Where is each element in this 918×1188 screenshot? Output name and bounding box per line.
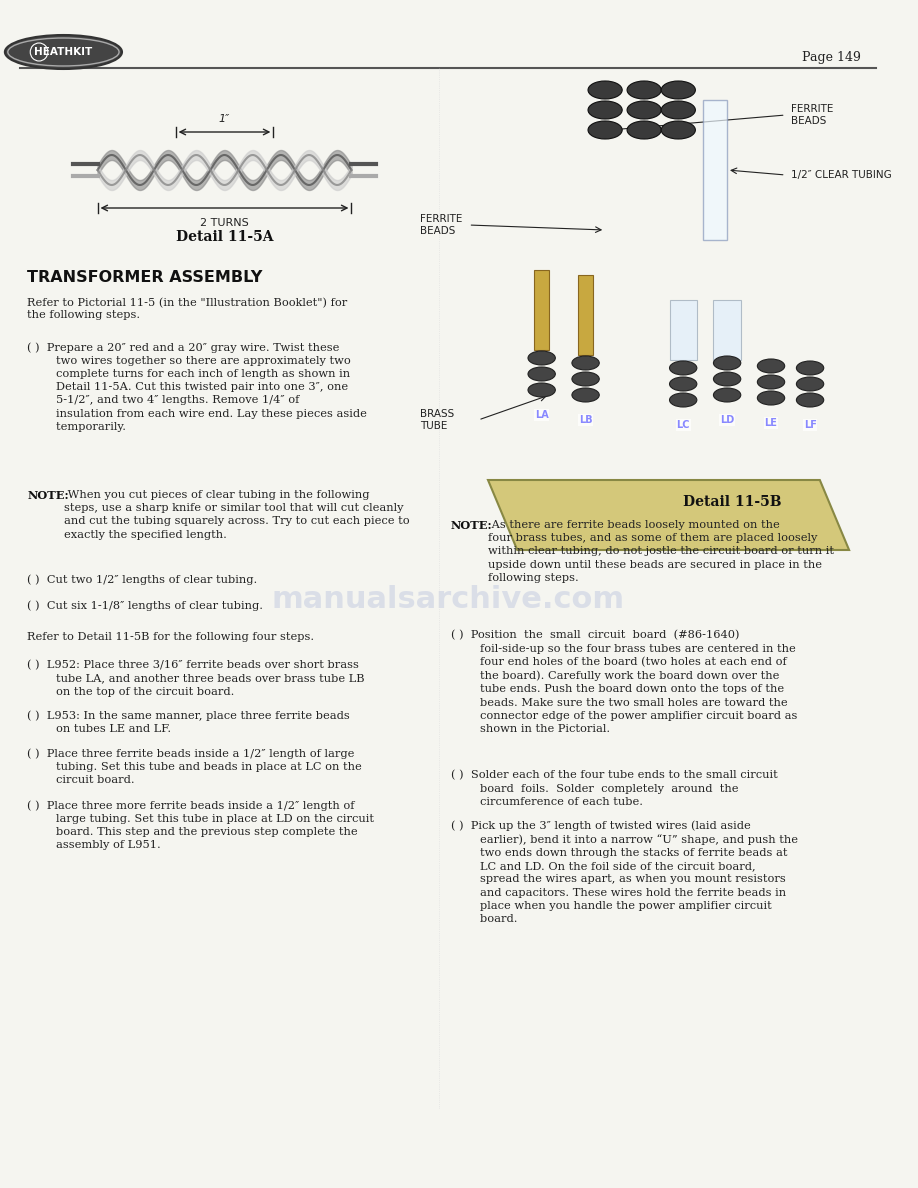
Polygon shape xyxy=(577,274,593,355)
Text: LB: LB xyxy=(578,415,592,425)
Text: 2 TURNS: 2 TURNS xyxy=(200,219,249,228)
Text: ( )  Position  the  small  circuit  board  (#86-1640)
        foil-side-up so th: ( ) Position the small circuit board (#8… xyxy=(451,630,797,734)
Ellipse shape xyxy=(528,350,555,365)
Text: ( )  Pick up the 3″ length of twisted wires (laid aside
        earlier), bend i: ( ) Pick up the 3″ length of twisted wir… xyxy=(451,820,798,924)
Ellipse shape xyxy=(588,81,622,99)
Text: LD: LD xyxy=(720,415,734,425)
Ellipse shape xyxy=(757,359,785,373)
Ellipse shape xyxy=(713,388,741,402)
Text: ( )  Place three ferrite beads inside a 1/2″ length of large
        tubing. Set: ( ) Place three ferrite beads inside a 1… xyxy=(28,748,362,785)
Ellipse shape xyxy=(627,121,661,139)
Text: BRASS
TUBE: BRASS TUBE xyxy=(420,409,453,431)
Ellipse shape xyxy=(661,101,696,119)
Ellipse shape xyxy=(669,361,697,375)
Text: LA: LA xyxy=(535,410,549,421)
Text: NOTE:: NOTE: xyxy=(28,489,69,501)
Text: NOTE:: NOTE: xyxy=(451,520,493,531)
Polygon shape xyxy=(488,480,849,550)
Ellipse shape xyxy=(713,356,741,369)
Text: ( )  L952: Place three 3/16″ ferrite beads over short brass
        tube LA, and: ( ) L952: Place three 3/16″ ferrite bead… xyxy=(28,661,365,696)
Text: ( )  Cut two 1/2″ lengths of clear tubing.: ( ) Cut two 1/2″ lengths of clear tubing… xyxy=(28,574,258,584)
Text: Page 149: Page 149 xyxy=(802,51,861,63)
Text: manualsarchive.com: manualsarchive.com xyxy=(272,586,624,614)
Text: ( )  Cut six 1-1/8″ lengths of clear tubing.: ( ) Cut six 1-1/8″ lengths of clear tubi… xyxy=(28,600,263,611)
Ellipse shape xyxy=(713,372,741,386)
Ellipse shape xyxy=(572,372,599,386)
Text: HEATHKIT: HEATHKIT xyxy=(34,48,93,57)
Ellipse shape xyxy=(669,377,697,391)
Ellipse shape xyxy=(757,391,785,405)
Polygon shape xyxy=(702,100,727,240)
Ellipse shape xyxy=(528,367,555,381)
Polygon shape xyxy=(534,270,550,350)
Ellipse shape xyxy=(588,121,622,139)
Text: 1/2″ CLEAR TUBING: 1/2″ CLEAR TUBING xyxy=(790,170,891,181)
Ellipse shape xyxy=(572,356,599,369)
Text: ( )  L953: In the same manner, place three ferrite beads
        on tubes LE and: ( ) L953: In the same manner, place thre… xyxy=(28,710,350,734)
Polygon shape xyxy=(713,301,741,360)
Text: 1″: 1″ xyxy=(218,114,230,124)
Text: ( )  Place three more ferrite beads inside a 1/2″ length of
        large tubing: ( ) Place three more ferrite beads insid… xyxy=(28,800,375,851)
Ellipse shape xyxy=(588,101,622,119)
Text: FERRITE
BEADS: FERRITE BEADS xyxy=(420,214,462,235)
Text: LF: LF xyxy=(803,421,816,430)
Ellipse shape xyxy=(572,388,599,402)
Text: ( )  Solder each of the four tube ends to the small circuit
        board  foils: ( ) Solder each of the four tube ends to… xyxy=(451,770,778,807)
Ellipse shape xyxy=(627,81,661,99)
Text: LE: LE xyxy=(765,418,778,428)
Ellipse shape xyxy=(797,377,823,391)
Text: As there are ferrite beads loosely mounted on the
four brass tubes, and as some : As there are ferrite beads loosely mount… xyxy=(488,520,834,583)
Ellipse shape xyxy=(661,121,696,139)
Ellipse shape xyxy=(627,101,661,119)
Text: LC: LC xyxy=(677,421,690,430)
Text: ( )  Prepare a 20″ red and a 20″ gray wire. Twist these
        two wires togeth: ( ) Prepare a 20″ red and a 20″ gray wir… xyxy=(28,342,367,431)
Polygon shape xyxy=(669,301,697,360)
Text: When you cut pieces of clear tubing in the following
steps, use a sharp knife or: When you cut pieces of clear tubing in t… xyxy=(64,489,410,539)
Text: Refer to Detail 11-5B for the following four steps.: Refer to Detail 11-5B for the following … xyxy=(28,632,315,642)
Ellipse shape xyxy=(757,375,785,388)
Text: Detail 11-5B: Detail 11-5B xyxy=(683,495,781,508)
Ellipse shape xyxy=(797,361,823,375)
Text: TRANSFORMER ASSEMBLY: TRANSFORMER ASSEMBLY xyxy=(28,270,263,285)
Text: FERRITE
BEADS: FERRITE BEADS xyxy=(790,105,833,126)
Text: Detail 11-5A: Detail 11-5A xyxy=(175,230,274,244)
Ellipse shape xyxy=(797,393,823,407)
Text: Refer to Pictorial 11-5 (in the "Illustration Booklet") for
the following steps.: Refer to Pictorial 11-5 (in the "Illustr… xyxy=(28,298,348,320)
Ellipse shape xyxy=(661,81,696,99)
Ellipse shape xyxy=(669,393,697,407)
Ellipse shape xyxy=(5,34,122,69)
Ellipse shape xyxy=(528,383,555,397)
